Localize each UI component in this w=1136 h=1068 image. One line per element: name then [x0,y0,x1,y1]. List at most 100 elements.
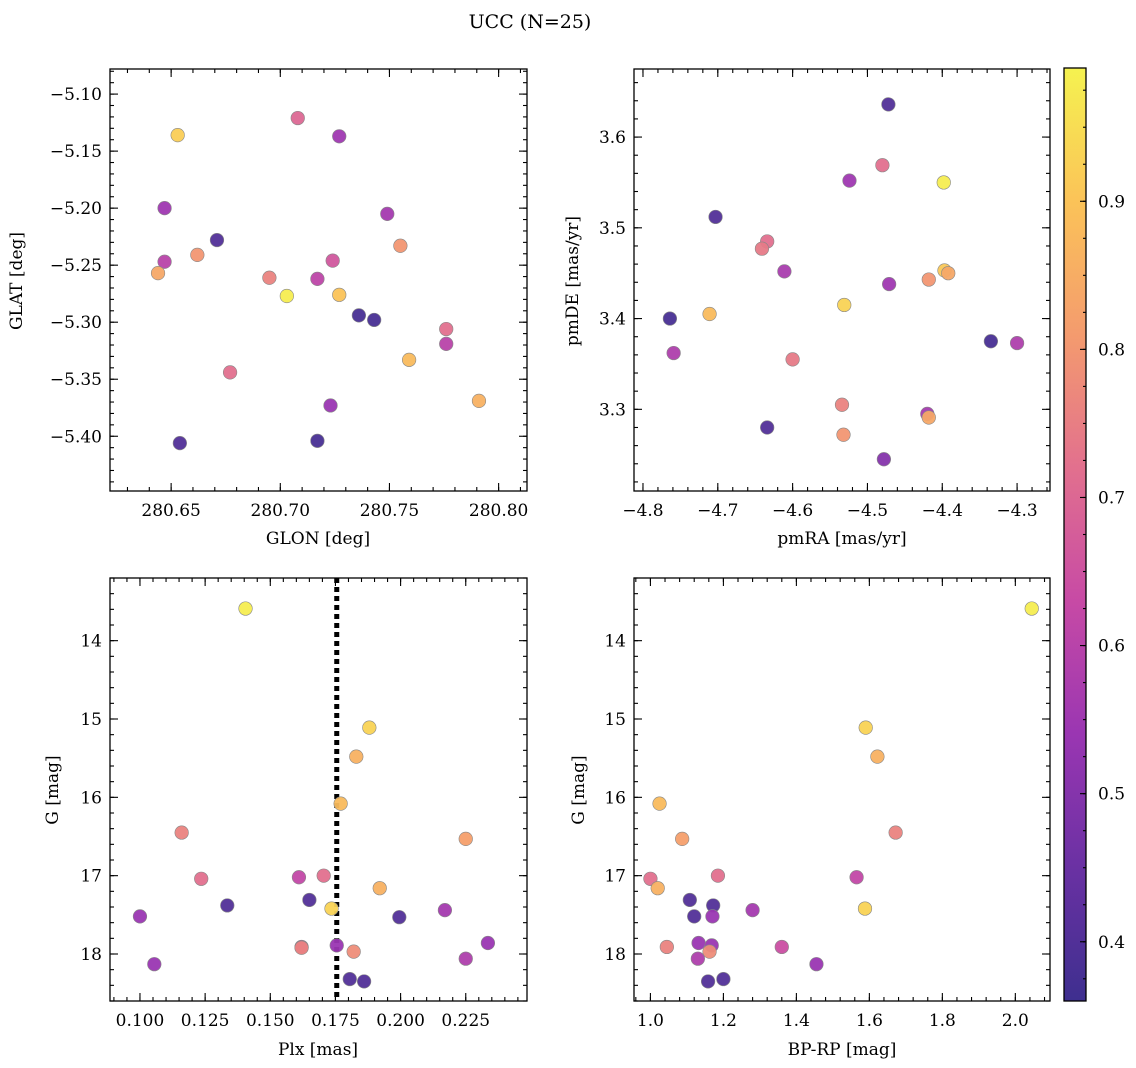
plx-plot-frame [109,577,528,1002]
pm-data-point [921,272,936,287]
pm-x-axis-label: pmRA [mas/yr] [777,529,906,549]
sky-data-point [367,312,382,328]
sky-y-tick-label: −5.25 [50,256,102,276]
cmd-plot-frame [633,577,1051,1002]
cmd-x-tick-label: 1.6 [856,1011,883,1031]
pm-data-point [921,410,936,425]
cmd-y-tick-label: 14 [604,632,626,652]
parallax-magnitude-panel: Plx [mas] G [mag] 0.100 0.125 0.150 0.175 0.… [43,577,528,1060]
sky-plot-frame [109,68,528,492]
pm-x-tick-label: −4.8 [622,501,663,521]
pm-data-point [785,352,800,367]
pm-y-tick-label: 3.3 [599,400,626,420]
cmd-data-point [710,868,726,883]
sky-y-tick-label: −5.30 [50,313,102,333]
plx-x-tick-label: 0.100 [116,1011,165,1031]
cmd-data-point [857,901,873,916]
plx-x-axis-label: Plx [mas] [278,1040,358,1060]
sky-data-point [157,201,172,216]
sky-data-point [393,238,408,253]
plx-data-point [333,796,348,811]
cmd-data-point [652,796,667,811]
sky-data-point [279,288,294,304]
pm-data-point [882,276,897,292]
cmd-x-tick-label: 1.8 [929,1011,956,1031]
plx-data-point [132,909,148,924]
sky-data-point [310,271,325,286]
plx-y-tick-label: 18 [80,945,102,965]
plx-data-point [238,601,253,616]
pm-y-tick-label: 3.5 [599,219,626,239]
pm-data-point [760,420,775,435]
cmd-y-tick-label: 17 [604,867,626,887]
plx-y-tick-label: 15 [80,710,102,730]
cmd-data-point [870,749,885,764]
pm-x-tick-label: −4.5 [847,501,888,521]
color-magnitude-panel: BP-RP [mag] G [mag] 1.0 1.2 1.4 1.6 1.8 2.0 14… [569,577,1051,1060]
cmd-data-point [700,974,716,989]
sky-y-axis-label: GLAT [deg] [7,232,27,330]
plx-x-tick-label: 0.125 [181,1011,230,1031]
sky-data-point [471,393,487,408]
pm-x-tick-label: −4.3 [996,501,1037,521]
pm-y-axis-label: pmDE [mas/yr] [563,216,583,346]
sky-data-point [351,308,366,323]
plx-data-point [346,944,361,959]
colorbar-tick-label: 0.9 [1098,192,1125,212]
sky-x-tick-label: 280.75 [360,501,419,521]
cmd-y-tick-label: 15 [604,710,626,730]
pm-data-point [875,158,890,173]
sky-data-point [439,336,454,351]
pm-x-tick-label: −4.7 [697,501,738,521]
sky-x-tick-label: 280.65 [141,501,200,521]
pm-data-point [876,452,891,467]
cmd-data-point [643,871,658,886]
plx-data-point [294,940,309,955]
cmd-data-point [716,971,731,987]
pm-x-tick-label: −4.6 [772,501,813,521]
cmd-data-point [849,870,864,885]
sky-y-tick-label: −5.40 [50,427,102,447]
sky-y-tick-label: −5.35 [50,370,102,390]
cmd-x-tick-label: 1.2 [710,1011,737,1031]
plx-y-axis-label: G [mag] [43,755,63,824]
cmd-data-point [774,939,789,955]
pm-data-point [702,306,717,322]
sky-data-point [157,254,172,269]
plx-x-tick-label: 0.150 [246,1011,295,1031]
sky-x-axis-label: GLON [deg] [266,529,370,549]
cmd-data-point [659,939,674,955]
colorbar-gradient [1064,68,1086,1001]
sky-x-tick-label: 280.80 [469,501,528,521]
cmd-x-tick-label: 1.0 [637,1011,664,1031]
plx-data-point [349,749,364,764]
cmd-data-point [691,935,706,951]
cmd-data-point [690,951,705,966]
pm-data-point [842,173,857,188]
cmd-data-point [682,892,697,908]
pm-data-point [983,334,998,349]
plx-data-point [324,901,339,916]
cmd-x-tick-label: 2.0 [1002,1011,1029,1031]
plx-data-point [392,910,407,925]
pm-data-point [936,175,951,190]
pm-y-tick-label: 3.4 [599,310,626,330]
cmd-data-point [1024,601,1039,616]
plx-y-tick-label: 17 [80,867,102,887]
sky-data-point [325,253,340,268]
cmd-data-point [705,909,720,924]
sky-position-panel: GLON [deg] GLAT [deg] 280.65 280.70 280.75… [7,68,528,549]
plx-data-point [458,951,473,966]
plx-data-point [329,938,344,953]
pm-data-point [666,345,681,361]
sky-data-point [209,232,225,248]
pm-data-point [777,264,792,279]
sky-data-point [323,398,338,413]
colorbar-tick-label: 0.8 [1098,340,1125,360]
plx-data-point [302,892,317,908]
pm-plot-frame [633,68,1051,492]
cmd-x-tick-label: 1.4 [783,1011,810,1031]
pm-y-tick-label: 3.6 [599,128,626,148]
sky-data-point [172,435,187,451]
